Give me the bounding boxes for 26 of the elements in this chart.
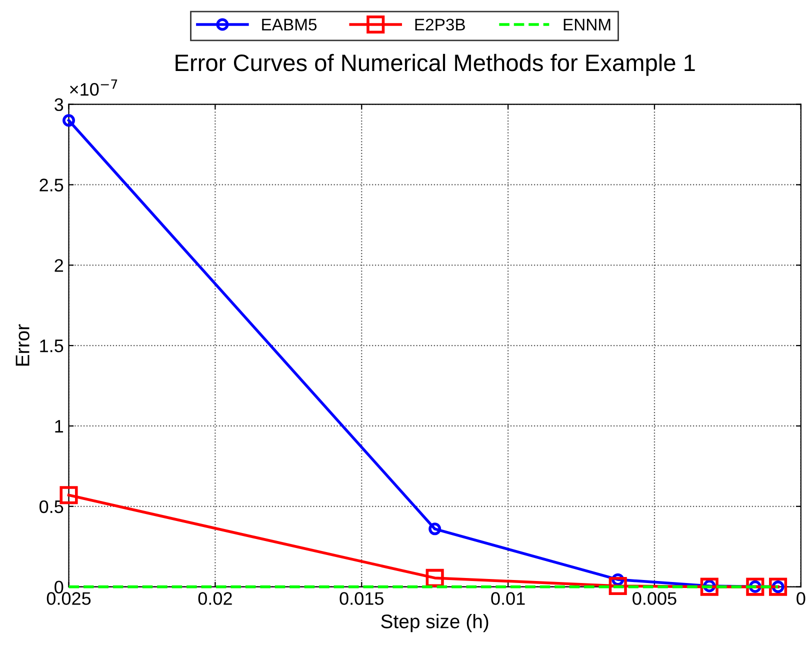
text: ×10$^{−7}$ <box>70 80 118 96</box>
point <box>700 578 718 596</box>
y-tick-label: 0.5 <box>40 500 64 514</box>
y-tick-label: 3 <box>54 98 64 112</box>
y-tick-label: 2.5 <box>40 178 64 192</box>
x-tick-label: 0.005 <box>632 592 676 605</box>
x-tick-label: 0.01 <box>491 592 525 605</box>
x-axis-title: Step size (h) <box>381 614 488 632</box>
point <box>769 578 788 596</box>
x-tick-label: 0 <box>796 592 806 605</box>
legend-label: EABM5 <box>262 18 317 30</box>
y-tick-label: 1 <box>55 420 64 433</box>
y-axis-title: Error <box>16 324 30 366</box>
legend-label: E2P3B <box>415 18 465 30</box>
chart-title: Error Curves of Numerical Methods for Example 1 <box>176 54 695 76</box>
point <box>608 576 627 596</box>
point <box>746 578 764 596</box>
legend-label: ENNM <box>564 18 610 30</box>
point <box>428 522 442 536</box>
point <box>62 114 76 127</box>
x-tick-label: 0.025 <box>46 592 91 605</box>
y-tick-label: 2 <box>54 259 63 272</box>
y-tick-label: 0 <box>54 580 64 594</box>
x-tick-label: 0.015 <box>340 592 384 605</box>
x-tick-label: 0.02 <box>198 592 232 605</box>
y-tick-label: 1.5 <box>40 340 64 352</box>
